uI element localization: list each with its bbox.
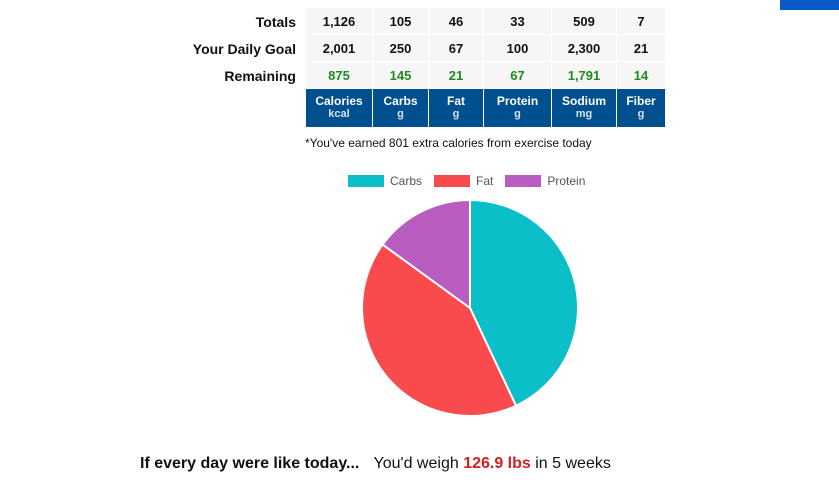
projection-prefix: You'd weigh <box>373 455 459 472</box>
nutrition-summary-table: Totals 1,126 105 46 33 509 7 Your Daily … <box>100 8 666 127</box>
column-header-fiber: Fiber g <box>617 89 666 127</box>
pie-slice-protein[interactable] <box>381 198 471 310</box>
header-spacer <box>100 89 306 127</box>
column-unit: g <box>452 108 460 120</box>
column-name: Carbs <box>383 94 418 108</box>
totals-carbs: 105 <box>373 8 429 35</box>
column-header-carbs: Carbs g <box>373 89 429 127</box>
legend-label: Fat <box>476 174 494 188</box>
row-label: Totals <box>100 8 306 35</box>
table-header-row: Calories kcal Carbs g Fat g Protein g Sodium… <box>100 89 666 127</box>
legend-item-carbs[interactable]: Carbs <box>348 174 422 188</box>
row-label: Your Daily Goal <box>100 35 306 62</box>
weight-projection: If every day were like today... You'd we… <box>140 455 611 473</box>
column-unit: g <box>637 108 645 120</box>
goal-sodium: 2,300 <box>552 35 617 62</box>
pie-slice-carbs[interactable] <box>469 198 579 408</box>
column-name: Fat <box>447 94 465 108</box>
row-label: Remaining <box>100 62 306 89</box>
projected-weight: 126.9 lbs <box>463 455 531 472</box>
goal-fat: 67 <box>429 35 484 62</box>
macro-pie-chart <box>361 198 579 417</box>
exercise-note: *You've earned 801 extra calories from e… <box>305 136 592 150</box>
projection-suffix: in 5 weeks <box>535 455 611 472</box>
goal-calories: 2,001 <box>306 35 373 62</box>
goal-carbs: 250 <box>373 35 429 62</box>
column-unit: kcal <box>328 108 350 120</box>
legend-item-protein[interactable]: Protein <box>505 174 585 188</box>
column-name: Protein <box>496 94 539 108</box>
legend-swatch <box>434 175 471 187</box>
column-name: Sodium <box>562 94 606 108</box>
remaining-fat: 21 <box>429 62 484 89</box>
column-name: Fiber <box>626 94 656 108</box>
table-row-totals: Totals 1,126 105 46 33 509 7 <box>100 8 666 35</box>
column-header-fat: Fat g <box>429 89 484 127</box>
totals-fiber: 7 <box>617 8 666 35</box>
goal-fiber: 21 <box>617 35 666 62</box>
column-unit: mg <box>575 108 593 120</box>
remaining-carbs: 145 <box>373 62 429 89</box>
legend-label: Carbs <box>390 174 423 188</box>
column-unit: g <box>514 108 521 120</box>
pie-slice-fat[interactable] <box>361 243 518 417</box>
remaining-protein: 67 <box>484 62 552 89</box>
legend-swatch <box>505 175 542 187</box>
legend-item-fat[interactable]: Fat <box>434 174 493 188</box>
legend-label: Protein <box>547 174 586 188</box>
table-row-remaining: Remaining 875 145 21 67 1,791 14 <box>100 62 666 89</box>
column-header-calories: Calories kcal <box>306 89 373 127</box>
totals-sodium: 509 <box>552 8 617 35</box>
column-unit: g <box>397 108 404 120</box>
totals-fat: 46 <box>429 8 484 35</box>
chart-legend: Carbs Fat Protein <box>348 174 585 188</box>
table-row-goal: Your Daily Goal 2,001 250 67 100 2,300 2… <box>100 35 666 62</box>
column-header-sodium: Sodium mg <box>552 89 617 127</box>
remaining-fiber: 14 <box>617 62 666 89</box>
top-right-bar <box>780 0 839 10</box>
totals-protein: 33 <box>484 8 552 35</box>
column-name: Calories <box>315 94 363 108</box>
remaining-calories: 875 <box>306 62 373 89</box>
legend-swatch <box>348 175 384 187</box>
projection-lead: If every day were like today... <box>140 455 360 472</box>
remaining-sodium: 1,791 <box>552 62 617 89</box>
totals-calories: 1,126 <box>306 8 373 35</box>
column-header-protein: Protein g <box>484 89 552 127</box>
goal-protein: 100 <box>484 35 552 62</box>
